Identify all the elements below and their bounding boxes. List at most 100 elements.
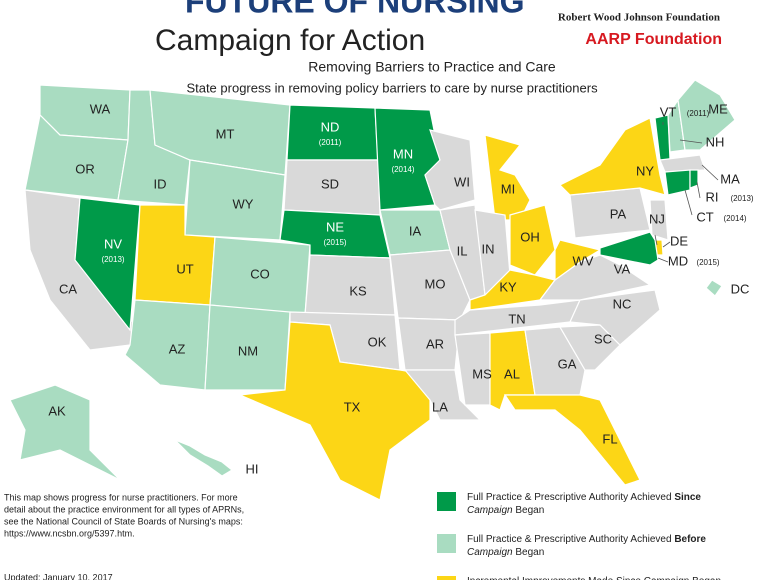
legend-text-part: Full Practice & Prescriptive Authority A… bbox=[467, 534, 674, 545]
legend-text-part: Campaign bbox=[467, 505, 513, 516]
state-label: ID bbox=[154, 176, 167, 191]
state-label: MA bbox=[720, 171, 740, 186]
state-label: LA bbox=[432, 399, 448, 414]
legend: Full Practice & Prescriptive Authority A… bbox=[437, 492, 721, 580]
note: This map shows progress for nurse practi… bbox=[4, 492, 244, 580]
state-label: NM bbox=[238, 343, 258, 358]
campaign: Campaign for Action bbox=[155, 24, 425, 57]
state-label: ND bbox=[321, 119, 340, 134]
state-shape bbox=[509, 204, 556, 276]
state-label: VA bbox=[614, 261, 631, 276]
leader-line bbox=[657, 257, 669, 263]
state-label: NV bbox=[104, 236, 122, 251]
state-shape bbox=[677, 79, 736, 151]
state-label: ME bbox=[708, 101, 728, 116]
state-label: MS bbox=[472, 366, 492, 381]
leader-line bbox=[662, 241, 671, 248]
note-line: https://www.ncsbn.org/5397.htm. bbox=[4, 528, 135, 538]
state-label: IL bbox=[457, 243, 468, 258]
state-shape bbox=[524, 326, 586, 396]
state-year: (2014) bbox=[391, 165, 414, 174]
state-shape bbox=[654, 114, 671, 161]
state-label: GA bbox=[558, 356, 577, 371]
legend-text-part: Since bbox=[674, 492, 701, 503]
state-label: MD bbox=[668, 253, 688, 268]
state-label: NH bbox=[706, 134, 725, 149]
legend-text: Campaign Began bbox=[467, 547, 544, 558]
state-label: FL bbox=[602, 431, 617, 446]
legend-swatch bbox=[437, 576, 456, 580]
legend-swatch bbox=[437, 534, 456, 553]
state-label: NY bbox=[636, 163, 654, 178]
state-shape bbox=[74, 197, 141, 332]
legend-text-part: Campaign bbox=[467, 547, 513, 558]
state-shape bbox=[599, 231, 659, 266]
state-label: IN bbox=[482, 241, 495, 256]
state-label: PA bbox=[610, 206, 627, 221]
state-label: CA bbox=[59, 281, 77, 296]
leader-line bbox=[654, 234, 658, 246]
state-shape bbox=[484, 134, 531, 221]
state-label: TN bbox=[508, 311, 525, 326]
legend-text-part: Incremental Improvements Made Since Camp… bbox=[467, 576, 721, 580]
state-label: DC bbox=[731, 281, 750, 296]
state-label: WA bbox=[90, 101, 111, 116]
state-label: MO bbox=[425, 276, 446, 291]
note-line: see the National Council of State Boards… bbox=[4, 516, 243, 526]
state-label: AK bbox=[48, 403, 66, 418]
description: State progress in removing policy barrie… bbox=[186, 80, 598, 95]
updated: Updated: January 10, 2017 bbox=[4, 572, 113, 580]
state-shape bbox=[389, 249, 471, 321]
state-label: WI bbox=[454, 174, 470, 189]
state-shape bbox=[705, 279, 723, 297]
state-shape bbox=[124, 299, 211, 391]
state-year: (2011) bbox=[319, 138, 342, 147]
state-label: MT bbox=[216, 126, 235, 141]
state-shape bbox=[649, 199, 669, 241]
state-label: SC bbox=[594, 331, 612, 346]
state-label: RI bbox=[706, 189, 719, 204]
us-map: WA OR CA NV (2013) ID MT WY UT CO AZ NM ND (2011) SD NE… bbox=[9, 79, 754, 501]
leader-line bbox=[679, 139, 703, 144]
state-label: CO bbox=[250, 266, 270, 281]
state-shape bbox=[469, 269, 557, 311]
state-label: OK bbox=[368, 334, 387, 349]
subtitle: Removing Barriers to Practice and Care bbox=[308, 59, 556, 75]
leader-line bbox=[701, 164, 719, 181]
state-shape bbox=[9, 384, 121, 481]
state-label: WY bbox=[233, 196, 254, 211]
state-label: UT bbox=[176, 261, 193, 276]
title: FUTURE OF NURSING bbox=[185, 0, 525, 19]
legend-swatch bbox=[437, 492, 456, 511]
state-label: SD bbox=[321, 176, 339, 191]
state-shape bbox=[454, 332, 491, 406]
state-label: MI bbox=[501, 181, 515, 196]
state-label: AZ bbox=[169, 341, 186, 356]
sponsor: AARP Foundation bbox=[585, 31, 722, 48]
state-year: (2015) bbox=[696, 258, 719, 267]
sponsor: Robert Wood Johnson Foundation bbox=[558, 12, 720, 24]
state-label: NJ bbox=[649, 211, 665, 226]
state-label: HI bbox=[246, 461, 259, 476]
state-label: AR bbox=[426, 336, 444, 351]
state-label: OR bbox=[75, 161, 95, 176]
state-year: (2011) bbox=[687, 109, 710, 118]
state-shape bbox=[558, 117, 666, 196]
state-year: (2015) bbox=[323, 238, 346, 247]
state-label: AL bbox=[504, 366, 520, 381]
legend-text-part: Full Practice & Prescriptive Authority A… bbox=[467, 492, 674, 503]
state-label: NC bbox=[613, 296, 632, 311]
legend-text: Campaign Began bbox=[467, 505, 544, 516]
state-label: KS bbox=[349, 283, 367, 298]
state-shape bbox=[503, 394, 641, 486]
leader-line bbox=[696, 181, 701, 199]
state-label: WV bbox=[573, 253, 594, 268]
state-label: NE bbox=[326, 219, 344, 234]
state-label: OH bbox=[520, 229, 540, 244]
state-shape bbox=[689, 169, 699, 189]
state-label: VT bbox=[660, 104, 677, 119]
leader-line bbox=[684, 189, 693, 216]
legend-text-part: Began bbox=[513, 547, 545, 558]
state-year: (2013) bbox=[730, 194, 753, 203]
